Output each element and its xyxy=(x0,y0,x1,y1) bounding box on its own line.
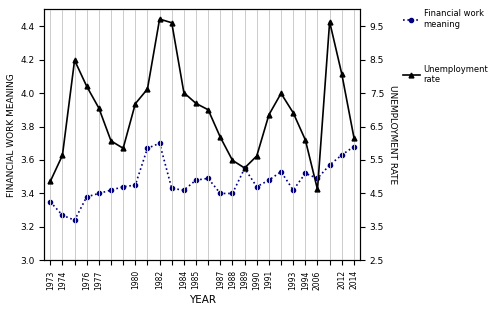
Unemployment
rate xyxy=(218,135,224,139)
Unemployment
rate xyxy=(242,166,248,170)
Financial work
meaning xyxy=(181,188,187,192)
Unemployment
rate xyxy=(60,154,66,157)
Financial work
meaning xyxy=(254,185,260,189)
Financial work
meaning xyxy=(314,177,320,180)
Unemployment
rate xyxy=(230,158,235,162)
Unemployment
rate xyxy=(254,154,260,158)
Unemployment
rate xyxy=(181,91,187,95)
Unemployment
rate xyxy=(108,139,114,143)
Unemployment
rate xyxy=(144,87,150,91)
Financial work
meaning xyxy=(132,183,138,187)
Financial work
meaning xyxy=(351,145,357,149)
Financial work
meaning xyxy=(290,188,296,192)
Financial work
meaning xyxy=(230,192,235,195)
Unemployment
rate xyxy=(193,101,199,105)
Unemployment
rate xyxy=(156,17,162,21)
Unemployment
rate xyxy=(266,113,272,117)
Unemployment
rate xyxy=(314,188,320,191)
Line: Unemployment
rate: Unemployment rate xyxy=(48,17,356,192)
Financial work
meaning xyxy=(84,195,89,199)
Unemployment
rate xyxy=(72,58,78,62)
Financial work
meaning xyxy=(156,141,162,145)
Financial work
meaning xyxy=(242,167,248,170)
X-axis label: YEAR: YEAR xyxy=(188,295,216,305)
Financial work
meaning xyxy=(266,178,272,182)
Financial work
meaning xyxy=(168,187,174,190)
Unemployment
rate xyxy=(96,106,102,110)
Unemployment
rate xyxy=(120,146,126,150)
Unemployment
rate xyxy=(278,91,284,95)
Financial work
meaning xyxy=(218,192,224,195)
Legend: Unemployment
rate: Unemployment rate xyxy=(402,64,490,85)
Unemployment
rate xyxy=(339,72,345,76)
Y-axis label: UNEMPLOYMENT RATE: UNEMPLOYMENT RATE xyxy=(388,85,398,184)
Financial work
meaning xyxy=(48,200,54,204)
Unemployment
rate xyxy=(132,102,138,106)
Y-axis label: FINANCIAL WORK MEANING: FINANCIAL WORK MEANING xyxy=(7,73,16,197)
Unemployment
rate xyxy=(302,138,308,142)
Financial work
meaning xyxy=(120,185,126,189)
Unemployment
rate xyxy=(48,179,54,183)
Line: Financial work
meaning: Financial work meaning xyxy=(48,141,356,222)
Unemployment
rate xyxy=(205,108,211,112)
Financial work
meaning xyxy=(72,218,78,222)
Financial work
meaning xyxy=(278,170,284,173)
Financial work
meaning xyxy=(96,192,102,195)
Financial work
meaning xyxy=(339,153,345,157)
Financial work
meaning xyxy=(60,213,66,217)
Financial work
meaning xyxy=(302,172,308,175)
Financial work
meaning xyxy=(326,163,332,167)
Unemployment
rate xyxy=(168,21,174,25)
Unemployment
rate xyxy=(290,111,296,115)
Financial work
meaning xyxy=(205,177,211,180)
Unemployment
rate xyxy=(84,85,89,88)
Financial work
meaning xyxy=(144,146,150,150)
Unemployment
rate xyxy=(326,20,332,24)
Financial work
meaning xyxy=(108,188,114,192)
Financial work
meaning xyxy=(193,178,199,182)
Unemployment
rate xyxy=(351,136,357,139)
